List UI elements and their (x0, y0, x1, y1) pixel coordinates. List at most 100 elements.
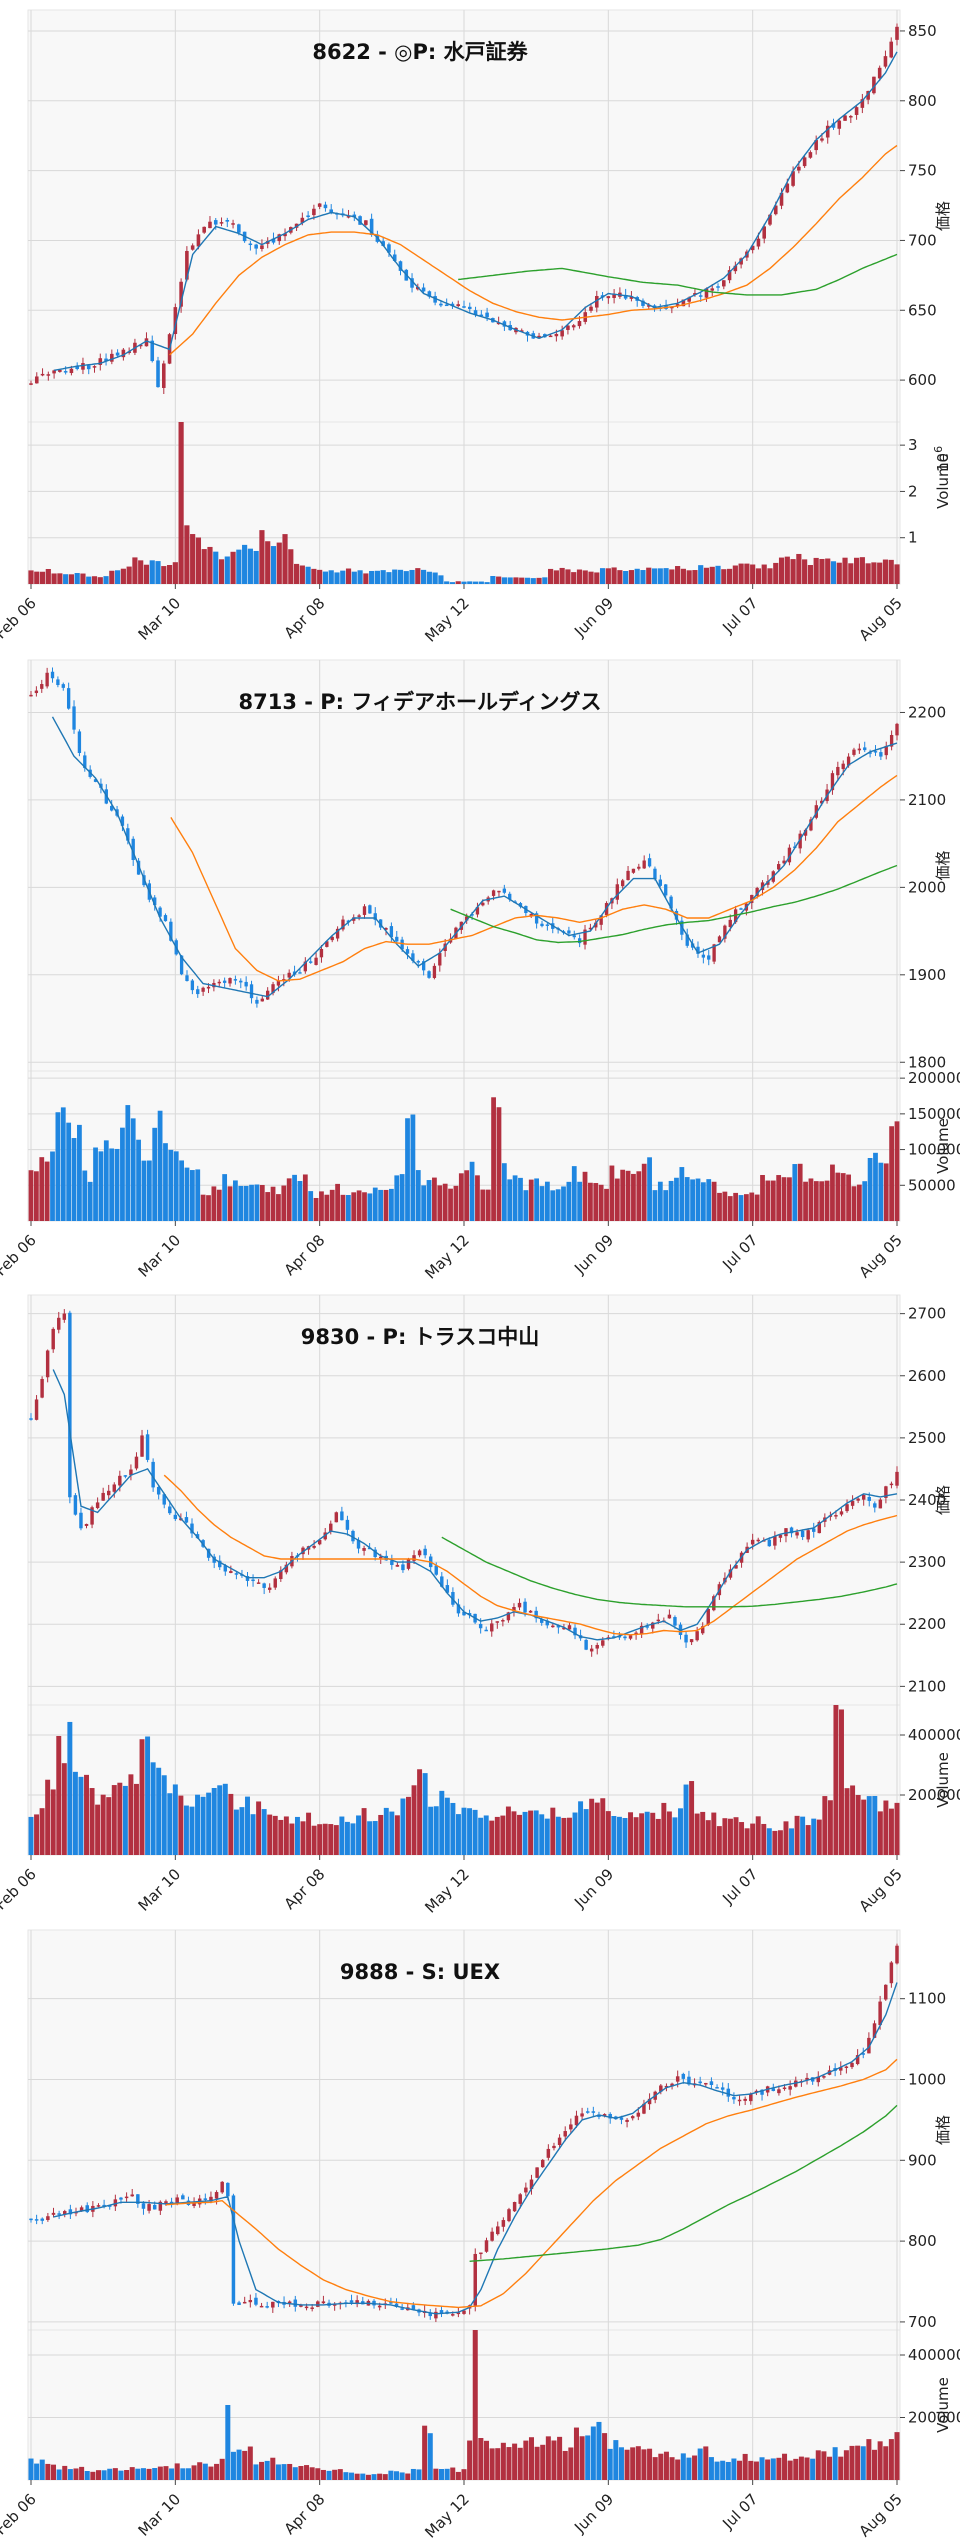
volume-bar (652, 1190, 658, 1221)
chart-title: 9888 - S: UEX (340, 1960, 500, 1984)
volume-bar (579, 2436, 585, 2480)
candle-body (301, 1547, 305, 1555)
candle-body (659, 2085, 663, 2092)
volume-bar (361, 1808, 367, 1855)
volume-bar (28, 1170, 34, 1221)
date-tick-label: Mar 10 (135, 1865, 185, 1915)
date-tick-label: Mar 10 (135, 594, 185, 644)
volume-bar (230, 551, 236, 584)
candle-body (673, 1617, 677, 1626)
candle-body (583, 929, 587, 945)
candle-body (698, 2081, 702, 2084)
candle-body (572, 935, 576, 938)
volume-bar (559, 567, 565, 584)
date-tick-label: Apr 08 (281, 1865, 329, 1913)
volume-bar (680, 568, 686, 584)
candle-body (508, 893, 512, 900)
candle-body (589, 1648, 594, 1652)
volume-bar (287, 2463, 293, 2480)
candle-body (732, 2097, 736, 2100)
volume-bar (118, 2470, 124, 2480)
volume-bar (317, 1824, 323, 1855)
volume-bar (317, 569, 323, 584)
volume-bar (97, 577, 103, 584)
candle-body (637, 866, 641, 869)
volume-bar (415, 1170, 421, 1221)
volume-bar (152, 1127, 158, 1221)
volume-bar (539, 1814, 545, 1855)
candle-body (163, 915, 168, 922)
volume-bar (717, 1192, 722, 1221)
volume-bar (844, 1788, 850, 1855)
candle-body (768, 214, 772, 225)
candle-body (237, 2302, 241, 2306)
volume-bar (261, 1809, 267, 1855)
volume-bar (784, 556, 790, 584)
candle-body (104, 358, 108, 362)
volume-bar (190, 534, 196, 584)
volume-exponent-label: 106 (932, 446, 952, 472)
volume-bar (217, 1785, 223, 1855)
volume-bar (453, 1185, 459, 1221)
candle-body (539, 1619, 544, 1623)
date-tick-label: Mar 10 (135, 2490, 185, 2540)
candle-body (723, 925, 727, 939)
candle-body (34, 1399, 39, 1420)
volume-bar (663, 2451, 669, 2480)
volume-bar (754, 1194, 760, 1221)
volume-bar (146, 2468, 152, 2480)
date-tick-label: Apr 08 (281, 594, 329, 642)
moving-average-line (441, 1536, 898, 1608)
candle-body (217, 981, 221, 984)
candle-body (79, 2207, 84, 2212)
candle-body (79, 1512, 83, 1529)
candle-body (861, 1494, 866, 1500)
volume-bar (501, 1163, 507, 1221)
price-tick-label: 2200 (908, 703, 946, 721)
volume-bar (281, 2464, 287, 2480)
candle-body (642, 2103, 646, 2114)
chart-title: 8713 - P: フィデアホールディングス (239, 690, 602, 714)
volume-bar (39, 1157, 45, 1221)
candle-body (739, 258, 743, 265)
volume-bar (416, 2469, 422, 2480)
candle-body (118, 1475, 122, 1486)
volume-bar (641, 2449, 647, 2480)
candle-body (850, 1500, 855, 1506)
volume-bar (675, 2459, 681, 2480)
volume-bar (507, 1179, 513, 1221)
candle-body (411, 953, 415, 961)
volume-bar (286, 1178, 292, 1221)
volume-bar (60, 1107, 66, 1221)
candle-body (369, 218, 374, 236)
candle-body (687, 2076, 691, 2085)
volume-bar (700, 1182, 706, 1221)
candle-body (717, 936, 722, 943)
volume-bar (652, 2457, 658, 2480)
candle-body (330, 936, 334, 941)
volume-bar (489, 2448, 495, 2480)
volume-bar (276, 542, 282, 584)
volume-bar (28, 2458, 34, 2480)
volume-bar (276, 1194, 281, 1221)
candle-body (85, 2205, 89, 2213)
volume-bar (195, 1794, 201, 1855)
candle-body (352, 917, 356, 921)
volume-bar (888, 2439, 894, 2480)
candle-body (628, 1635, 633, 1639)
candle-body (462, 306, 466, 308)
volume-axis-label: Volume (934, 453, 952, 509)
candle-body (83, 755, 87, 769)
volume-bar (392, 569, 398, 584)
candle-body (462, 1611, 466, 1616)
candle-body (552, 2145, 556, 2149)
date-tick-label: May 12 (421, 1231, 473, 1283)
candle-body (368, 905, 372, 914)
price-tick-label: 2100 (908, 1677, 946, 1695)
volume-bar (877, 562, 883, 584)
volume-bar (369, 570, 375, 584)
volume-bar (111, 1785, 117, 1855)
candle-body (293, 2299, 298, 2307)
candle-body (681, 2073, 686, 2079)
